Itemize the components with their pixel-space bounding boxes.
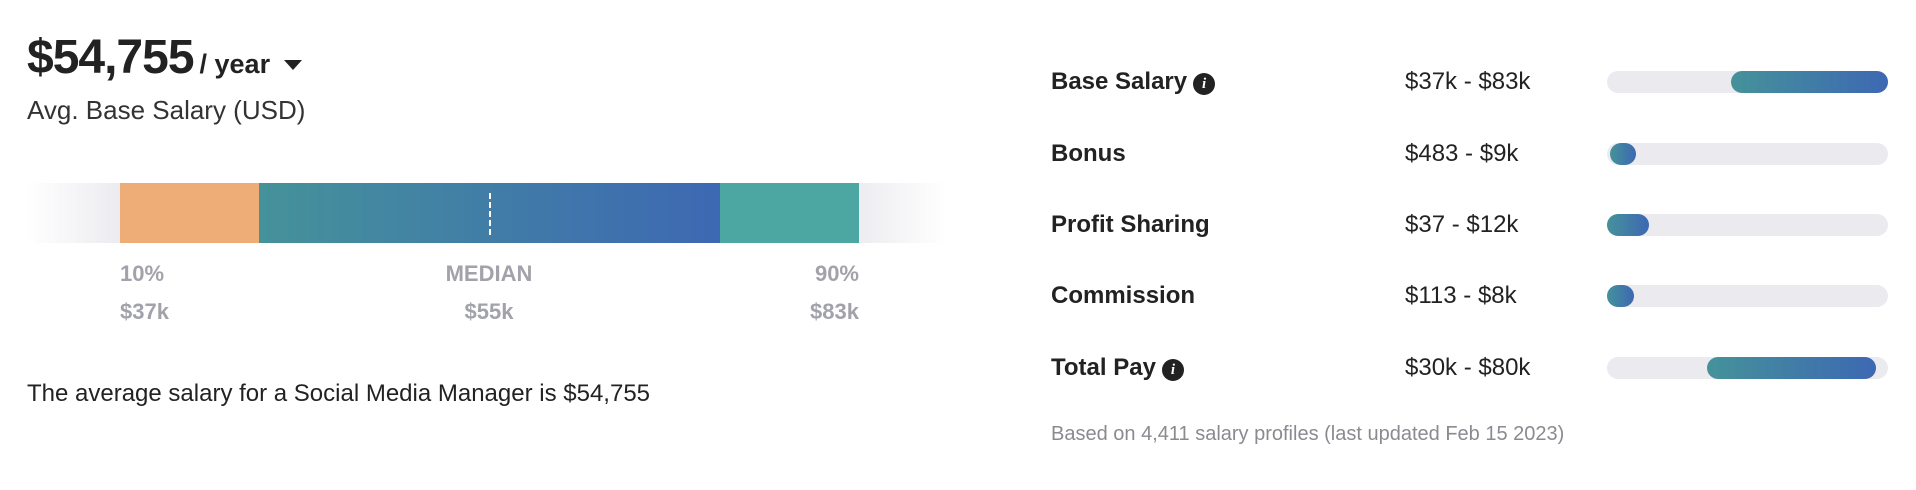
breakdown-label-text: Total Pay (1051, 354, 1156, 381)
p90-value: $83k (810, 299, 859, 324)
distribution-high-segment (720, 183, 859, 243)
breakdown-range-bar (1607, 143, 1888, 165)
average-salary-amount: $54,755 (27, 31, 195, 84)
breakdown-range: $30k - $80k (1405, 354, 1531, 381)
breakdown-label-text: Profit Sharing (1051, 211, 1210, 238)
info-icon[interactable]: i (1161, 359, 1184, 381)
salary-title: $54,755/ year (27, 30, 303, 85)
breakdown-range-fill (1707, 357, 1876, 379)
breakdown-range: $483 - $9k (1405, 140, 1519, 167)
breakdown-range: $37 - $12k (1405, 211, 1519, 238)
salary-subtitle: Avg. Base Salary (USD) (27, 95, 306, 125)
breakdown-range-bar (1607, 71, 1888, 93)
breakdown-range-fill (1730, 71, 1888, 93)
breakdown-label-text: Bonus (1051, 140, 1126, 167)
breakdown-label: Profit Sharing (1051, 211, 1210, 239)
median-marker (489, 193, 491, 235)
median-label: MEDIAN (445, 261, 533, 286)
salary-summary-sentence: The average salary for a Social Media Ma… (27, 380, 651, 407)
pay-period-selector[interactable]: / year (199, 49, 271, 79)
breakdown-range-fill (1609, 143, 1637, 165)
breakdown-range-bar (1607, 357, 1888, 379)
breakdown-range-fill (1607, 214, 1649, 236)
breakdown-range: $113 - $8k (1405, 282, 1517, 309)
p90-label: 90% (814, 261, 859, 286)
data-source-footnote: Based on 4,411 salary profiles (last upd… (1051, 423, 1565, 445)
breakdown-range-bar (1607, 285, 1888, 307)
p10-label: 10% (120, 261, 165, 286)
breakdown-label: Bonus (1051, 140, 1126, 168)
breakdown-label: Base Salary i (1051, 68, 1216, 96)
breakdown-label-text: Commission (1051, 282, 1196, 309)
median-value: $55k (464, 299, 514, 324)
breakdown-range: $37k - $83k (1405, 68, 1531, 95)
breakdown-range-fill (1607, 285, 1634, 307)
p10-value: $37k (120, 299, 169, 324)
breakdown-label: Commission (1051, 282, 1195, 310)
breakdown-label-text: Base Salary (1051, 68, 1188, 95)
breakdown-range-bar (1607, 214, 1888, 236)
caret-down-icon[interactable] (284, 59, 303, 70)
info-icon[interactable]: i (1193, 73, 1216, 95)
distribution-low-segment (120, 183, 259, 243)
breakdown-label: Total Pay i (1051, 354, 1184, 382)
